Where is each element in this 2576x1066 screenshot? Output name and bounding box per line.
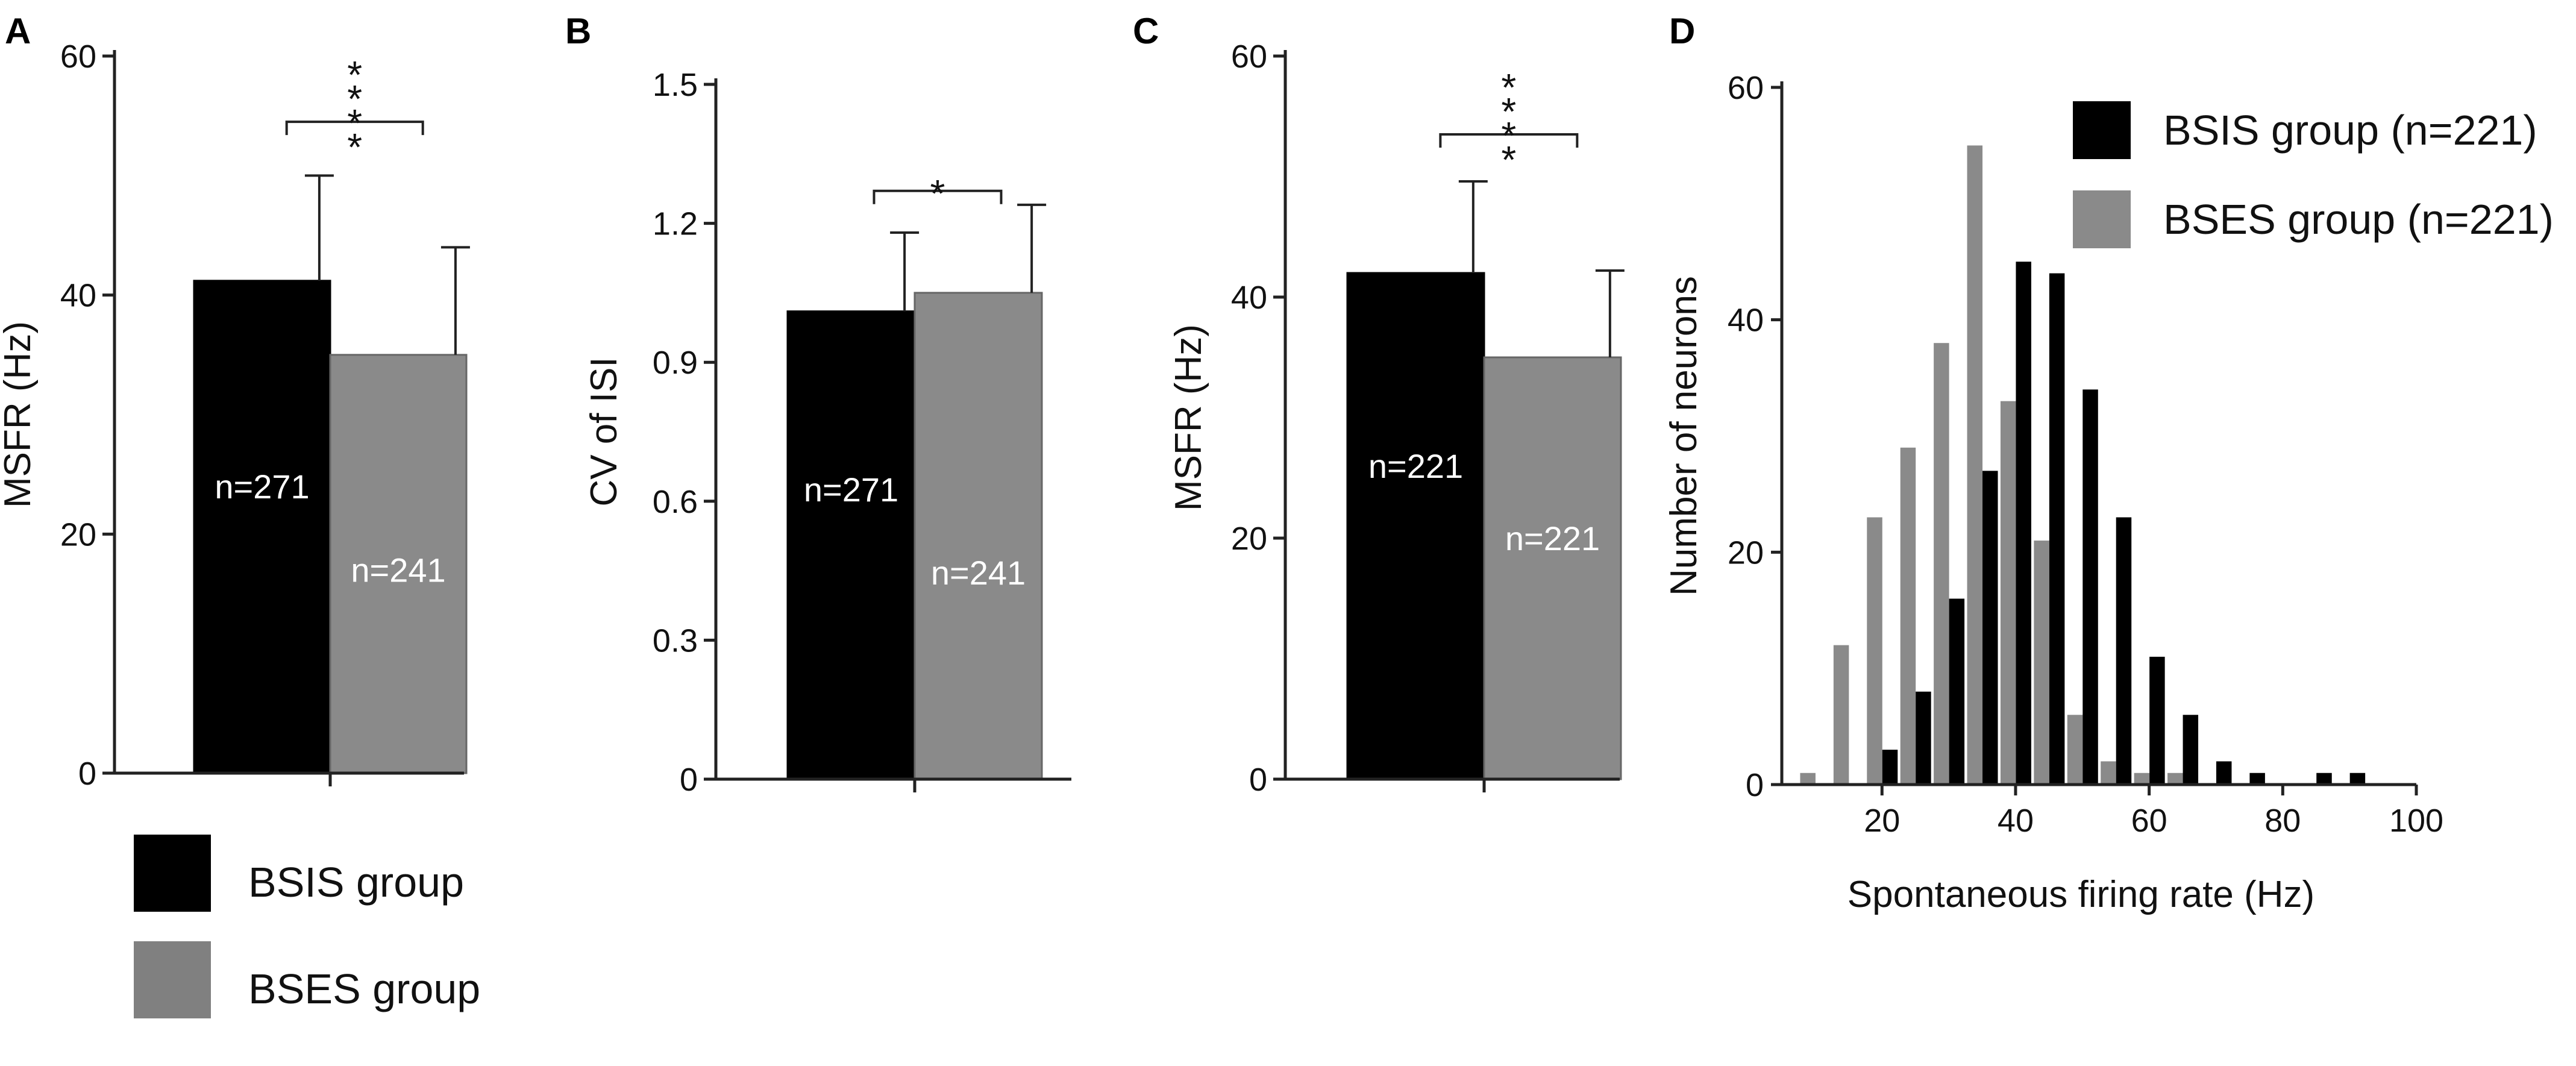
hist-bar-bses xyxy=(2000,401,2016,785)
x-tick-label: 20 xyxy=(1864,803,1900,839)
chart-panel-d: 0 20 40 60 20 40 60 80 100 Spontaneous firing rat… xyxy=(1663,70,2554,915)
n-label-bsis: n=221 xyxy=(1368,447,1463,485)
hist-bar-bses xyxy=(1800,773,1816,785)
bar-bses xyxy=(1483,356,1622,780)
y-tick-label: 0 xyxy=(78,756,96,792)
panel-label-b: B xyxy=(565,11,591,51)
y-axis-title: CV of ISI xyxy=(583,357,625,506)
hist-bar-bsis xyxy=(2216,761,2232,785)
x-tick-label: 60 xyxy=(2131,803,2167,839)
panel-label-a: A xyxy=(5,11,31,51)
bar-bsis xyxy=(786,310,916,780)
y-tick-label: 0 xyxy=(1249,762,1267,798)
hist-bar-bsis xyxy=(2249,773,2265,785)
significance-bracket xyxy=(285,121,424,136)
significance-label: * * * * xyxy=(1501,66,1516,181)
n-label-bses: n=241 xyxy=(351,551,445,589)
hist-bar-bsis xyxy=(2016,262,2031,785)
hist-bar-bses xyxy=(2167,773,2183,785)
y-tick-label: 1.5 xyxy=(653,67,698,103)
x-tick-label: 80 xyxy=(2264,803,2301,839)
n-label-bses: n=221 xyxy=(1505,519,1600,557)
hist-bar-bses xyxy=(2067,715,2083,785)
bar-bsis xyxy=(193,280,331,774)
y-tick-label: 60 xyxy=(1231,39,1267,75)
hist-bar-bsis xyxy=(1982,471,1998,785)
hist-bar-bsis xyxy=(2183,715,2199,785)
hist-bar-bses xyxy=(1867,517,1882,785)
legend-label-bsis: BSIS group xyxy=(248,859,464,906)
y-tick-label: 0 xyxy=(680,762,698,798)
legend-swatch-bses xyxy=(134,941,211,1018)
group-legend: BSIS group BSES group xyxy=(134,835,480,1018)
y-axis-title: MSFR (Hz) xyxy=(1168,324,1209,511)
significance-label: * * * * xyxy=(347,53,362,169)
hist-bar-bsis xyxy=(2049,273,2065,785)
y-tick-label: 20 xyxy=(1231,521,1267,557)
hist-bar-bsis xyxy=(2149,656,2165,785)
n-label-bsis: n=271 xyxy=(804,471,898,509)
hist-bar-bses xyxy=(2101,761,2116,785)
x-axis-title: Spontaneous firing rate (Hz) xyxy=(1847,874,2314,915)
hist-bar-bses xyxy=(1900,447,1916,785)
y-tick-label: 0 xyxy=(1746,767,1764,803)
y-tick-label: 1.2 xyxy=(653,206,698,242)
hist-bar-bsis xyxy=(2349,773,2366,785)
hist-legend-swatch-bsis xyxy=(2073,101,2131,159)
chart-panel-b: n=271 n=241 * 0 0.3 0.6 0.9 1.2 1.5 CV of ISI xyxy=(583,67,1071,798)
y-tick-label: 0.9 xyxy=(653,345,698,381)
panel-label-c: C xyxy=(1133,11,1159,51)
hist-bar-bses xyxy=(1967,145,1983,785)
y-tick-label: 40 xyxy=(1728,303,1764,339)
y-tick-label: 60 xyxy=(60,39,96,75)
hist-bar-bses xyxy=(1833,645,1849,785)
hist-bar-bsis xyxy=(2316,773,2332,785)
y-axis-title: Number of neurons xyxy=(1663,276,1705,596)
x-tick-label: 100 xyxy=(2389,803,2443,839)
hist-bar-bsis xyxy=(1916,691,1931,785)
chart-panel-c: n=221 n=221 * * * * 0 20 40 60 MSFR (Hz) xyxy=(1168,39,1625,798)
y-tick-label: 40 xyxy=(60,278,96,314)
panel-label-d: D xyxy=(1669,11,1695,51)
chart-panel-a: n=271 n=241 * * * * 0 20 40 60 MSFR (Hz) xyxy=(0,39,470,792)
n-label-bses: n=241 xyxy=(931,554,1026,592)
y-tick-label: 40 xyxy=(1231,280,1267,316)
y-tick-label: 0.6 xyxy=(653,484,698,520)
hist-bar-bsis xyxy=(1949,598,1965,785)
legend-swatch-bsis xyxy=(134,835,211,912)
hist-legend-label-bses: BSES group (n=221) xyxy=(2163,196,2554,243)
significance-label: * xyxy=(930,172,945,215)
hist-bar-bses xyxy=(1934,343,1949,785)
n-label-bsis: n=271 xyxy=(215,468,309,506)
hist-bar-bses xyxy=(2034,541,2049,785)
hist-bar-bsis xyxy=(2116,517,2132,785)
hist-legend-swatch-bses xyxy=(2073,190,2131,248)
y-axis-title: MSFR (Hz) xyxy=(0,321,39,508)
hist-bar-bsis xyxy=(2082,389,2098,785)
y-tick-label: 20 xyxy=(60,516,96,553)
y-tick-label: 0.3 xyxy=(653,622,698,659)
hist-bar-bsis xyxy=(1882,750,1898,785)
significance-bracket xyxy=(873,189,1003,204)
bar-bsis xyxy=(1346,272,1485,780)
y-tick-label: 20 xyxy=(1728,535,1764,571)
x-tick-label: 40 xyxy=(1998,803,2034,839)
hist-legend-label-bsis: BSIS group (n=221) xyxy=(2163,107,2537,154)
bar-bses xyxy=(914,292,1043,780)
hist-bar-bses xyxy=(2134,773,2150,785)
bar-bses xyxy=(329,354,468,774)
significance-bracket xyxy=(1439,133,1579,148)
legend-label-bses: BSES group xyxy=(248,965,480,1012)
y-tick-label: 60 xyxy=(1728,70,1764,106)
